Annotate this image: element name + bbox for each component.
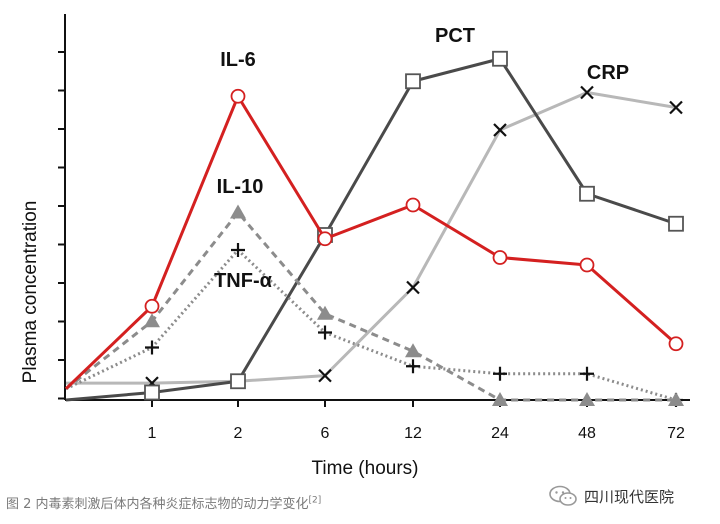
wechat-icon xyxy=(549,485,577,506)
il-10-label: IL-10 xyxy=(217,176,264,198)
il-10-point xyxy=(579,392,595,406)
crp-point xyxy=(580,85,594,100)
il-6-line xyxy=(64,94,677,390)
il-10-point xyxy=(492,392,508,406)
tnf-point xyxy=(406,359,420,374)
il-10-line xyxy=(65,211,676,402)
pct-point xyxy=(230,373,246,390)
tnf-point xyxy=(318,325,332,340)
tnf-point xyxy=(493,366,507,381)
y-axis-title: Plasma concentration xyxy=(20,201,41,384)
crp-point xyxy=(318,368,332,383)
x-tick-label: 48 xyxy=(578,425,596,442)
crp-line xyxy=(66,91,677,385)
il-10-point xyxy=(144,313,160,328)
series-layer xyxy=(64,50,684,407)
tnf-point xyxy=(145,340,159,355)
caption-text: 图 2 内毒素刺激后体内各种炎症标志物的动力学变化 xyxy=(6,497,309,512)
x-tick-label: 1 xyxy=(148,425,157,442)
il-6-point xyxy=(230,88,246,104)
pct-point xyxy=(144,384,160,401)
tnf-point xyxy=(231,243,245,257)
x-tick-label: 6 xyxy=(321,425,330,442)
x-tick-label: 12 xyxy=(404,425,422,442)
watermark-text: 四川现代医院 xyxy=(584,487,675,506)
pct-label: PCT xyxy=(435,25,475,47)
crp-label: CRP xyxy=(587,62,629,84)
crp-point xyxy=(669,100,683,115)
caption-reference: [2] xyxy=(308,495,322,506)
pct-point xyxy=(579,185,595,202)
x-tick-label: 24 xyxy=(491,425,509,442)
pct-point xyxy=(405,73,421,90)
x-tick-label: 72 xyxy=(667,425,685,442)
pct-point xyxy=(668,215,684,232)
il-6-point xyxy=(317,231,333,247)
crp-point xyxy=(406,280,420,295)
il-10-point xyxy=(405,343,421,358)
il-10-point xyxy=(668,392,684,406)
il-10-point xyxy=(317,305,333,320)
il-6-point xyxy=(492,250,508,265)
il-6-point xyxy=(668,336,684,352)
il-6-point xyxy=(579,257,595,273)
x-axis-title: Time (hours) xyxy=(312,458,419,479)
il-6-label: IL-6 xyxy=(220,49,256,71)
pct-point xyxy=(492,50,508,67)
il-6-point xyxy=(405,197,421,213)
crp-point xyxy=(493,123,507,137)
tnf-point xyxy=(580,366,594,381)
x-tick-label: 2 xyxy=(234,425,243,442)
tnf-label: TNF-α xyxy=(214,270,273,292)
labels-layer: IL-6 IL-10 TNF-α PCT CRP xyxy=(214,25,629,292)
pct-line xyxy=(65,57,677,402)
watermark: 四川现代医院 xyxy=(548,483,674,509)
il-10-point xyxy=(230,204,246,219)
figure-caption: 图 2 内毒素刺激后体内各种炎症标志物的动力学变化[2] xyxy=(6,493,321,512)
il-6-point xyxy=(144,298,160,314)
